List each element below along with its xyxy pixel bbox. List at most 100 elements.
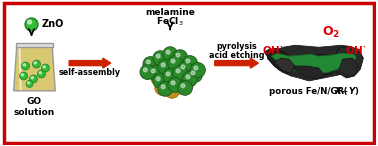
Circle shape xyxy=(186,59,190,63)
Circle shape xyxy=(168,87,172,91)
Circle shape xyxy=(181,73,195,88)
Circle shape xyxy=(153,53,168,68)
Circle shape xyxy=(33,60,40,68)
Circle shape xyxy=(181,65,185,69)
Circle shape xyxy=(173,50,187,65)
Circle shape xyxy=(26,80,33,87)
Circle shape xyxy=(171,59,175,63)
Polygon shape xyxy=(271,53,356,74)
Circle shape xyxy=(181,69,185,73)
Circle shape xyxy=(140,65,155,79)
Circle shape xyxy=(158,81,173,96)
Circle shape xyxy=(184,77,188,81)
Polygon shape xyxy=(267,45,360,81)
Circle shape xyxy=(143,68,147,72)
Circle shape xyxy=(171,71,186,85)
Circle shape xyxy=(178,83,182,87)
Circle shape xyxy=(148,62,163,77)
Circle shape xyxy=(186,75,190,79)
Text: -(: -( xyxy=(341,87,348,96)
Circle shape xyxy=(194,66,198,70)
Text: melamine: melamine xyxy=(145,8,195,17)
Circle shape xyxy=(168,62,183,77)
Text: GO
solution: GO solution xyxy=(14,97,55,117)
Circle shape xyxy=(156,56,160,60)
Circle shape xyxy=(153,73,168,88)
Polygon shape xyxy=(339,58,358,77)
Circle shape xyxy=(158,84,162,88)
FancyArrow shape xyxy=(69,58,111,68)
Text: self-assembly: self-assembly xyxy=(59,67,121,77)
Text: $\mathbf{O_2}$: $\mathbf{O_2}$ xyxy=(322,25,340,40)
Circle shape xyxy=(161,73,176,88)
Circle shape xyxy=(20,72,28,80)
Text: $\mathbf{OH^{\bullet}}$: $\mathbf{OH^{\bullet}}$ xyxy=(345,44,366,56)
Text: pyrolysis: pyrolysis xyxy=(216,42,257,51)
Circle shape xyxy=(155,80,170,95)
Circle shape xyxy=(191,63,205,78)
Circle shape xyxy=(153,51,168,66)
Text: porous Fe/N/GR-: porous Fe/N/GR- xyxy=(269,87,348,96)
Circle shape xyxy=(178,66,192,80)
Circle shape xyxy=(166,60,170,64)
Circle shape xyxy=(151,69,155,73)
Circle shape xyxy=(173,53,187,68)
Polygon shape xyxy=(334,46,363,78)
Text: Y: Y xyxy=(349,87,355,96)
Polygon shape xyxy=(264,48,292,73)
Circle shape xyxy=(151,71,166,85)
Circle shape xyxy=(22,62,29,70)
Circle shape xyxy=(168,78,183,92)
Circle shape xyxy=(39,72,41,74)
Circle shape xyxy=(187,68,202,82)
Circle shape xyxy=(42,64,50,72)
Circle shape xyxy=(176,69,180,73)
Circle shape xyxy=(156,54,160,58)
Circle shape xyxy=(191,71,195,75)
Circle shape xyxy=(168,56,183,71)
Circle shape xyxy=(146,60,150,64)
Text: $\mathbf{OH^{\bullet}}$: $\mathbf{OH^{\bullet}}$ xyxy=(262,44,284,56)
Circle shape xyxy=(176,53,180,57)
Circle shape xyxy=(31,77,33,79)
FancyArrow shape xyxy=(215,58,258,68)
Circle shape xyxy=(158,60,173,74)
Text: X: X xyxy=(335,87,341,96)
Circle shape xyxy=(161,69,165,73)
Circle shape xyxy=(166,50,170,54)
Circle shape xyxy=(171,65,175,69)
Text: acid etching: acid etching xyxy=(209,51,264,60)
Polygon shape xyxy=(293,66,325,79)
Circle shape xyxy=(176,56,180,60)
Circle shape xyxy=(29,75,37,83)
Circle shape xyxy=(148,66,163,80)
Polygon shape xyxy=(274,58,295,73)
Circle shape xyxy=(143,57,158,72)
Circle shape xyxy=(43,66,45,68)
Circle shape xyxy=(34,62,36,64)
Circle shape xyxy=(25,18,38,31)
Circle shape xyxy=(183,72,197,86)
Circle shape xyxy=(163,57,178,72)
Circle shape xyxy=(173,66,187,80)
Circle shape xyxy=(175,79,189,94)
Polygon shape xyxy=(277,58,349,72)
Polygon shape xyxy=(14,47,55,91)
Circle shape xyxy=(166,72,170,76)
Circle shape xyxy=(156,77,160,81)
Circle shape xyxy=(28,82,29,84)
Circle shape xyxy=(158,66,173,80)
Circle shape xyxy=(151,65,155,69)
Bar xyxy=(15,43,53,47)
Circle shape xyxy=(171,81,175,85)
Circle shape xyxy=(161,85,165,89)
Text: FeCl$_3$: FeCl$_3$ xyxy=(156,15,184,28)
Circle shape xyxy=(163,47,178,62)
Circle shape xyxy=(165,83,180,98)
Text: ZnO: ZnO xyxy=(42,19,64,29)
Text: ): ) xyxy=(355,87,358,96)
Circle shape xyxy=(154,74,158,78)
Circle shape xyxy=(37,70,45,78)
Circle shape xyxy=(181,84,185,88)
Circle shape xyxy=(163,68,178,83)
